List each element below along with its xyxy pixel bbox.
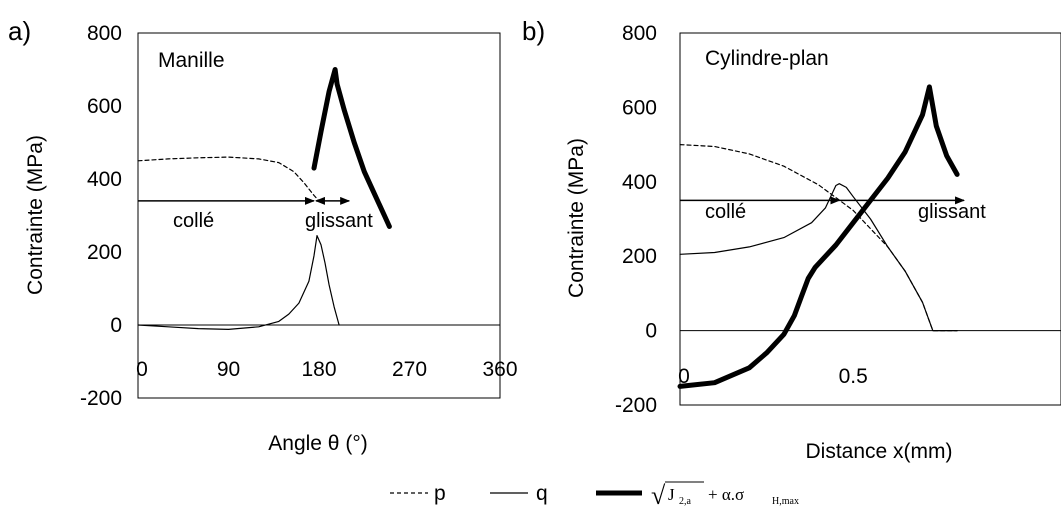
panel-b-slip-label: glissant [918, 201, 986, 223]
legend-q-label: q [536, 482, 548, 505]
panel-a-y-tick-label: -200 [80, 387, 122, 410]
panel-a-series-p [137, 156, 320, 202]
panel-a-y-ticks: -200 0 200 400 600 800 [80, 22, 122, 410]
legend-j-term: J [668, 485, 675, 504]
panel-b-label: b) [522, 16, 545, 46]
panel-b-y-tick-label: 400 [622, 171, 657, 194]
panel-a-series [137, 67, 392, 330]
panel-a-series-q [137, 235, 340, 330]
panel-a-slip-label: glissant [305, 210, 373, 232]
panel-a-plot-area [137, 32, 501, 399]
panel-b-x-tick-label: 0.5 [839, 365, 868, 388]
panel-a-series-criterion [311, 67, 392, 229]
legend-p-label: p [434, 482, 446, 505]
panel-a-x-ticks: 0 90 180 270 360 [136, 358, 517, 381]
legend-sigma-subscript: H,max [772, 496, 799, 507]
panel-b-ylabel: Contrainte (MPa) [565, 138, 588, 298]
panel-b-stuck-label: collé [705, 201, 746, 223]
panel-b-xlabel: Distance x(mm) [805, 440, 952, 463]
panel-a-x-tick-label: 180 [301, 358, 336, 381]
panel-a-title: Manille [158, 49, 225, 72]
legend-criterion-label: √ J 2,a + α.σ H,max [651, 481, 799, 510]
panel-a-label: a) [8, 16, 31, 46]
panel-a-y-tick-label: 200 [87, 241, 122, 264]
legend: p q √ J 2,a + α.σ H,max [390, 481, 799, 510]
panel-a-stuck-label: collé [173, 210, 214, 232]
panel-b-series-q [679, 183, 958, 332]
panel-a-x-tick-label: 90 [217, 358, 240, 381]
panel-b-y-tick-label: -200 [615, 394, 657, 417]
panel-b-title: Cylindre-plan [705, 47, 829, 70]
legend-sqrt-symbol: √ [651, 481, 666, 510]
panel-a-y-tick-label: 800 [87, 22, 122, 45]
panel-b-y-tick-label: 200 [622, 245, 657, 268]
panel-b-x-ticks: 0 0.5 [678, 365, 868, 388]
panel-b-y-ticks: -200 0 200 400 600 800 [615, 22, 657, 417]
panel-b-y-tick-label: 800 [622, 22, 657, 45]
panel-a-x-tick-label: 270 [392, 358, 427, 381]
panel-a-x-tick-label: 360 [482, 358, 517, 381]
panel-a-ylabel: Contrainte (MPa) [24, 135, 47, 295]
panel-a: a) Manille Contrainte (MPa) Angle θ (°) … [8, 16, 518, 455]
panel-b-series [677, 84, 960, 389]
panel-b-y-tick-label: 600 [622, 96, 657, 119]
panel-b-x-tick-label: 0 [678, 365, 690, 388]
panel-b-series-criterion [677, 84, 960, 389]
panel-b-y-tick-label: 0 [645, 320, 657, 343]
legend-alpha-sigma: + α.σ [708, 485, 744, 504]
panel-a-y-tick-label: 0 [110, 314, 122, 337]
panel-a-x-tick-label: 0 [136, 358, 148, 381]
legend-j-subscript: 2,a [679, 496, 692, 507]
panel-a-y-tick-label: 400 [87, 168, 122, 191]
panel-a-xlabel: Angle θ (°) [268, 432, 367, 455]
panel-b: b) Cylindre-plan Contrainte (MPa) Distan… [522, 16, 1061, 463]
panel-a-y-tick-label: 600 [87, 95, 122, 118]
